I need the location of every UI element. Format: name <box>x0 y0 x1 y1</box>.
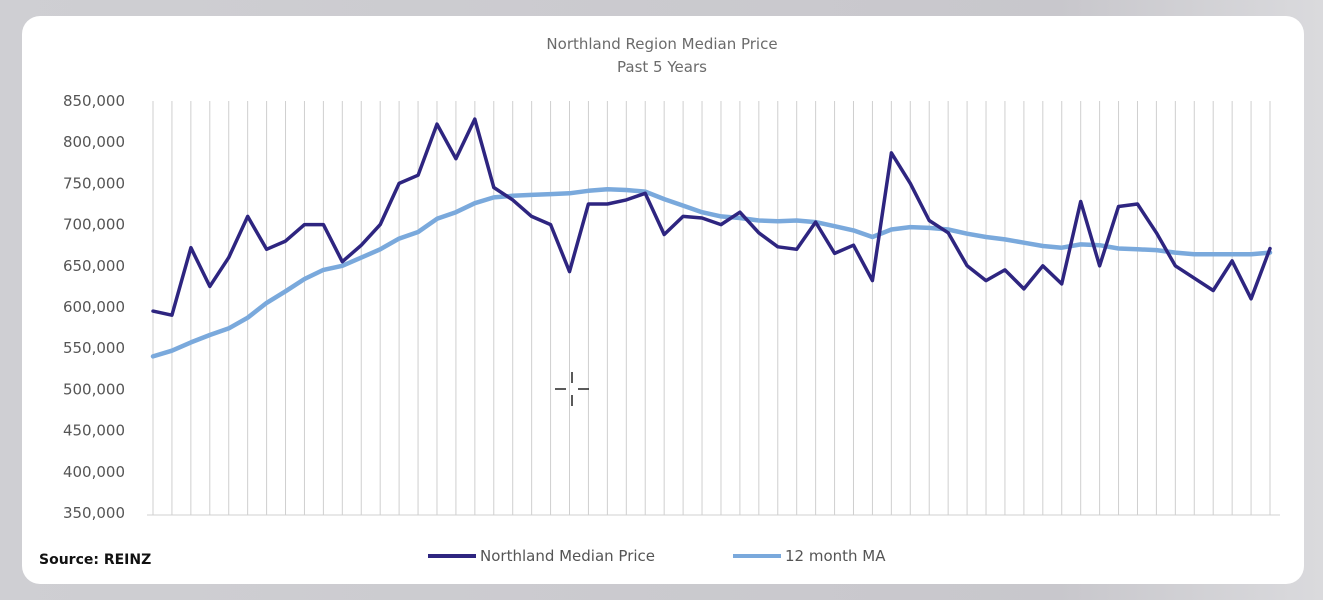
chart-subtitle: Past 5 Years <box>617 58 707 76</box>
chart-title: Northland Region Median Price <box>546 35 777 53</box>
y-tick-label: 400,000 <box>63 463 125 481</box>
y-axis-ticks: 850,000 800,000 750,000 700,000 650,000 600,0… <box>63 92 125 522</box>
chart-card <box>22 16 1304 584</box>
y-tick-label: 500,000 <box>63 380 125 398</box>
y-tick-label: 750,000 <box>63 174 125 192</box>
legend-label-northland-median-price: Northland Median Price <box>480 547 655 565</box>
legend-label-12-month-ma: 12 month MA <box>785 547 886 565</box>
vertical-gridlines <box>152 101 1271 515</box>
series-lines <box>150 117 1273 359</box>
y-tick-label: 600,000 <box>63 298 125 316</box>
y-tick-label: 850,000 <box>63 92 125 110</box>
y-tick-label: 450,000 <box>63 422 125 440</box>
y-tick-label: 350,000 <box>63 504 125 522</box>
y-tick-label: 700,000 <box>63 216 125 234</box>
source-label: Source: REINZ <box>39 552 151 568</box>
legend: Northland Median Price 12 month MA <box>428 547 886 565</box>
series-line-northland-median-price <box>151 117 1272 317</box>
crosshair-cursor-icon <box>555 372 589 406</box>
y-tick-label: 550,000 <box>63 339 125 357</box>
y-tick-label: 800,000 <box>63 133 125 151</box>
y-tick-label: 650,000 <box>63 257 125 275</box>
series-line-12-month-ma <box>150 186 1273 359</box>
